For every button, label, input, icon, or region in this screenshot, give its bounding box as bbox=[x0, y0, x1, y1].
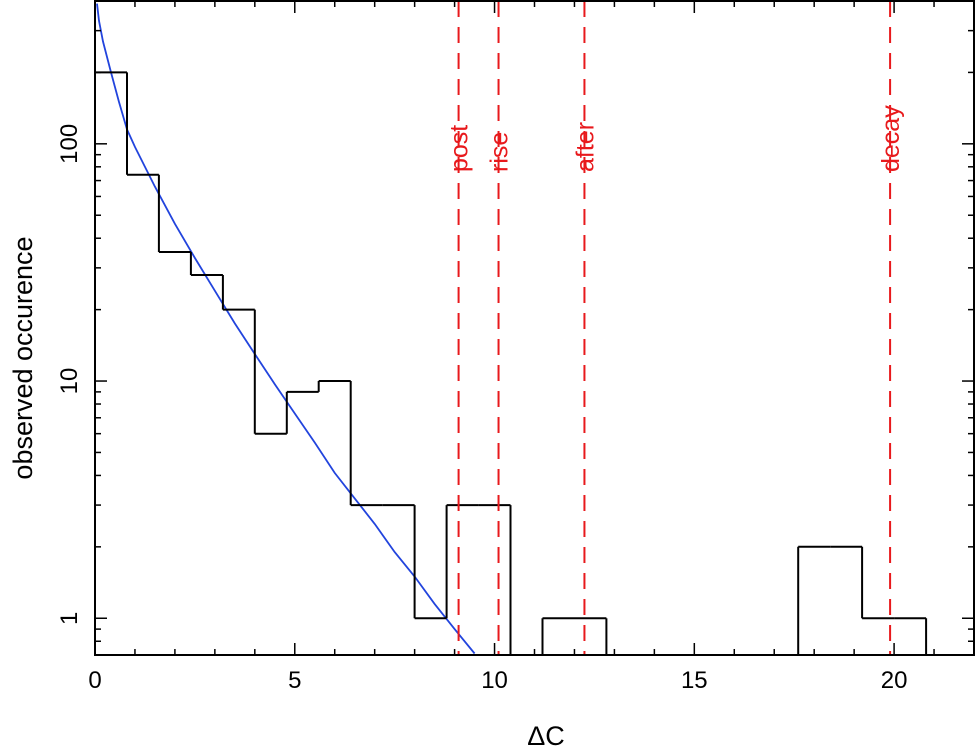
marks-layer: post rise after decay bbox=[95, 1, 928, 655]
histogram-bin bbox=[317, 380, 351, 392]
x-tick-label: 20 bbox=[881, 667, 908, 694]
histogram-bin bbox=[861, 546, 895, 620]
histogram-bin bbox=[541, 617, 575, 655]
x-tick-label: 10 bbox=[481, 667, 508, 694]
x-axis-title: ΔC bbox=[527, 721, 565, 751]
marker-label-after: after bbox=[571, 122, 599, 172]
y-axis-title: observed occurence bbox=[8, 236, 38, 479]
plot-frame bbox=[94, 0, 975, 656]
histogram-bin bbox=[126, 72, 159, 176]
marker-label-decay: decay bbox=[877, 105, 905, 172]
x-tick-label: 5 bbox=[288, 667, 301, 694]
histogram-bin bbox=[189, 252, 223, 276]
histogram-bin bbox=[413, 505, 447, 620]
histogram-bin bbox=[797, 545, 831, 655]
histogram-bin bbox=[95, 71, 127, 655]
histogram-bin bbox=[253, 309, 287, 435]
y-tick-label: 10 bbox=[56, 368, 83, 395]
x-tick-label: 0 bbox=[88, 667, 101, 694]
x-tick-label: 15 bbox=[681, 667, 708, 694]
fit-curve bbox=[96, 3, 476, 655]
marker-label-rise: rise bbox=[486, 132, 514, 172]
histogram-bin bbox=[445, 504, 479, 619]
marker-label-post: post bbox=[446, 125, 474, 172]
histogram-bin bbox=[285, 390, 319, 434]
histogram-bin bbox=[221, 275, 255, 311]
histogram-bin bbox=[349, 381, 383, 507]
histogram-bin bbox=[894, 617, 928, 655]
axes-layer: 0 5 10 15 20 1 10 100 bbox=[56, 0, 975, 694]
histogram-bin bbox=[157, 174, 191, 253]
y-tick-label: 100 bbox=[56, 124, 83, 164]
y-tick-label: 1 bbox=[56, 612, 83, 625]
